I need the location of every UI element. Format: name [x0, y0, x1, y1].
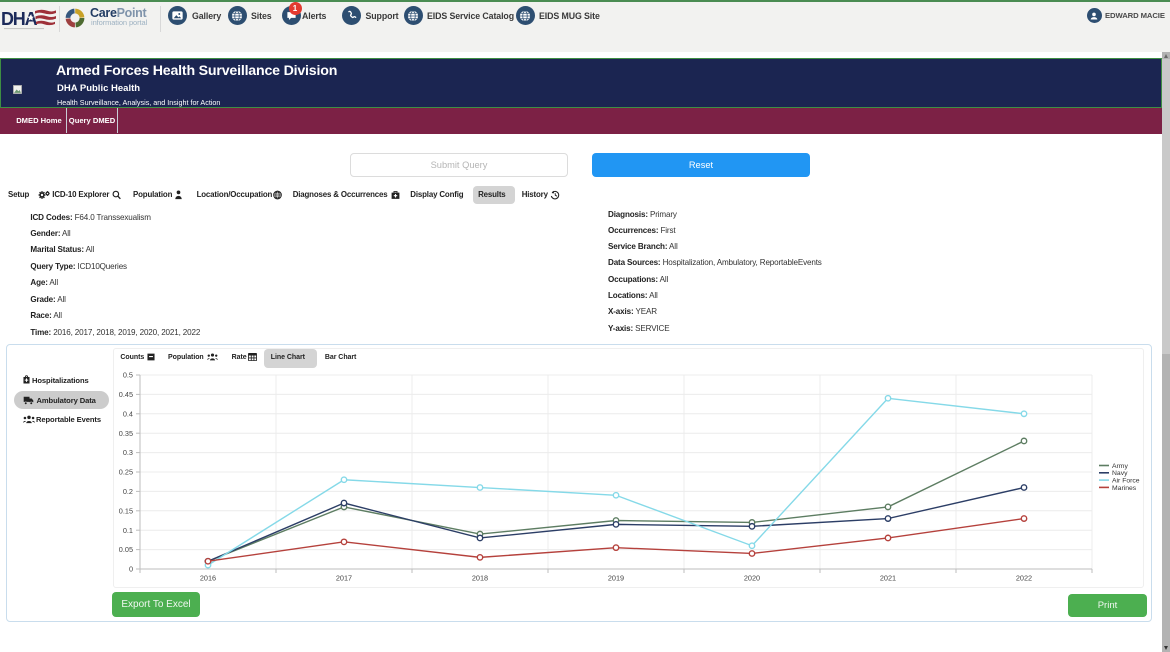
svg-text:0.3: 0.3 — [123, 448, 133, 457]
svg-text:2017: 2017 — [336, 574, 352, 583]
svg-text:0.2: 0.2 — [123, 487, 133, 496]
svg-text:2020: 2020 — [744, 574, 760, 583]
svg-text:0.05: 0.05 — [119, 545, 133, 554]
svg-text:2016: 2016 — [200, 574, 216, 583]
svg-text:Marines: Marines — [1112, 485, 1137, 492]
svg-text:2019: 2019 — [608, 574, 624, 583]
svg-text:0.25: 0.25 — [119, 468, 133, 477]
svg-text:0.1: 0.1 — [123, 526, 133, 535]
svg-text:0.35: 0.35 — [119, 429, 133, 438]
svg-text:Air Force: Air Force — [1112, 478, 1140, 485]
svg-text:0.4: 0.4 — [123, 409, 133, 418]
svg-text:0.5: 0.5 — [123, 371, 133, 380]
svg-text:Army: Army — [1112, 463, 1128, 470]
svg-text:0.45: 0.45 — [119, 390, 133, 399]
svg-text:Navy: Navy — [1112, 470, 1128, 477]
svg-text:2018: 2018 — [472, 574, 488, 583]
svg-text:2021: 2021 — [880, 574, 896, 583]
svg-text:DHA: DHA — [2, 9, 38, 29]
svg-text:0.15: 0.15 — [119, 506, 133, 515]
svg-text:2022: 2022 — [1016, 574, 1032, 583]
svg-text:0: 0 — [129, 565, 133, 574]
